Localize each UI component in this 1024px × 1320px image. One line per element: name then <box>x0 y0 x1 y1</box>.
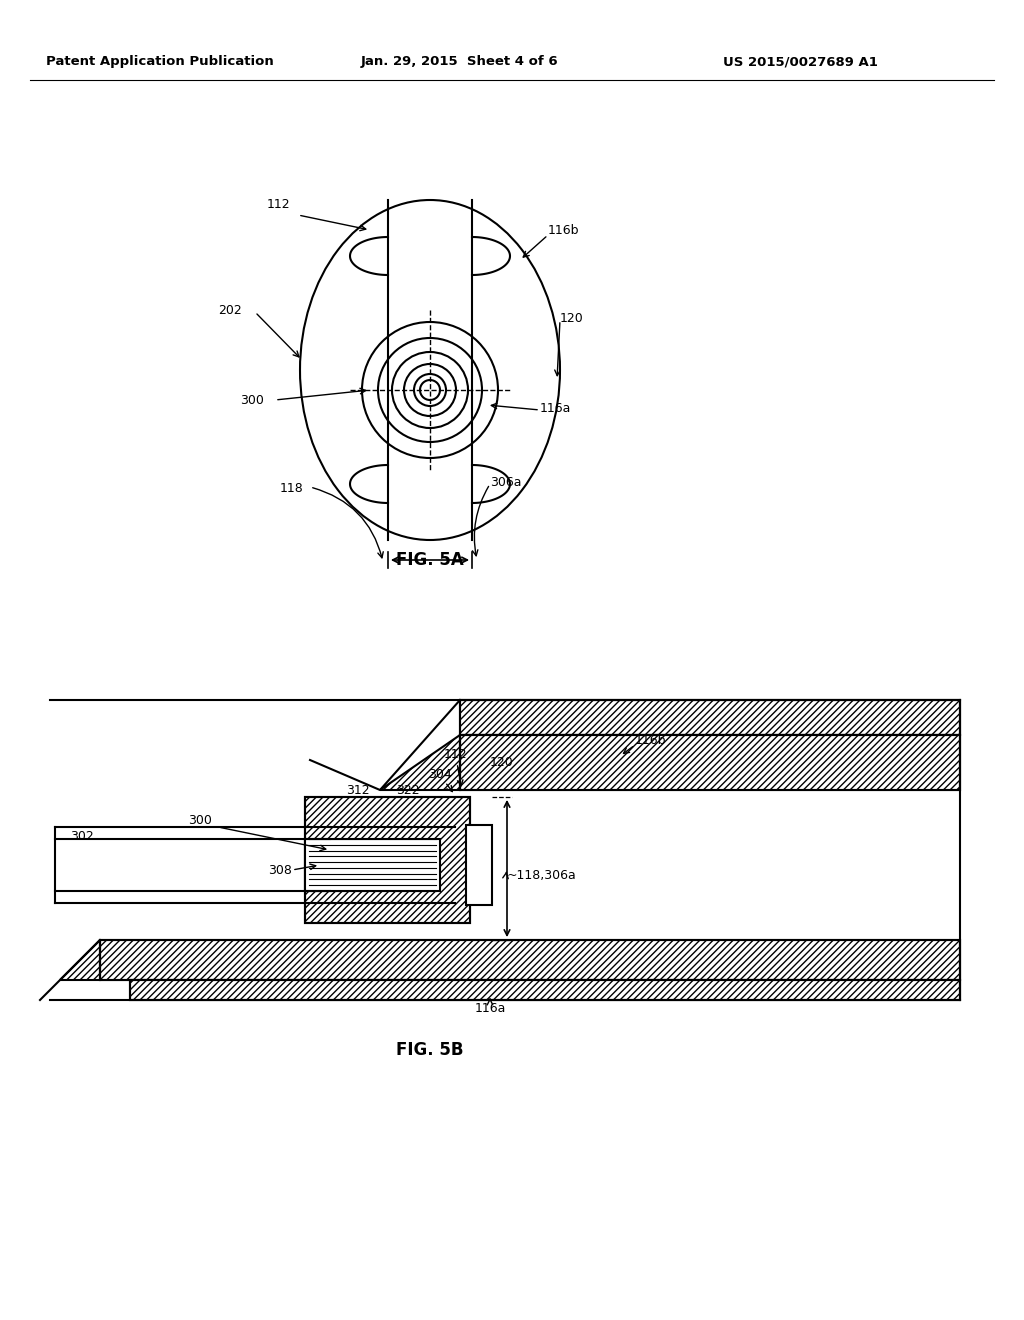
Text: 322: 322 <box>396 784 420 796</box>
Text: FIG. 5B: FIG. 5B <box>396 1041 464 1059</box>
Text: 118: 118 <box>281 482 304 495</box>
Bar <box>305 840 440 891</box>
Text: 300: 300 <box>240 393 264 407</box>
Text: 112: 112 <box>443 748 467 762</box>
Text: 304: 304 <box>428 768 452 781</box>
Bar <box>55 828 330 840</box>
Bar <box>130 979 961 1001</box>
Text: 116b: 116b <box>635 734 667 747</box>
Bar <box>55 891 330 903</box>
Text: 120: 120 <box>560 312 584 325</box>
Text: Patent Application Publication: Patent Application Publication <box>46 55 273 69</box>
Circle shape <box>420 380 440 400</box>
Bar <box>305 797 470 923</box>
Bar <box>100 940 961 979</box>
Text: 308: 308 <box>268 863 292 876</box>
Text: 302: 302 <box>70 830 94 843</box>
Bar <box>466 825 492 906</box>
Bar <box>130 979 961 1001</box>
Text: ~118,306a: ~118,306a <box>507 869 577 882</box>
Text: 300: 300 <box>188 813 212 826</box>
Text: 116a: 116a <box>474 1002 506 1015</box>
Text: 112: 112 <box>266 198 290 211</box>
Bar <box>460 700 961 735</box>
Text: 120: 120 <box>490 755 514 768</box>
Text: 116b: 116b <box>548 223 580 236</box>
Bar <box>460 700 961 735</box>
Text: US 2015/0027689 A1: US 2015/0027689 A1 <box>723 55 878 69</box>
Text: 312: 312 <box>346 784 370 796</box>
Bar <box>305 797 470 923</box>
Text: 306a: 306a <box>490 477 521 490</box>
Text: 202: 202 <box>218 304 242 317</box>
Text: Jan. 29, 2015  Sheet 4 of 6: Jan. 29, 2015 Sheet 4 of 6 <box>361 55 559 69</box>
Bar <box>460 735 961 789</box>
Bar <box>55 840 330 891</box>
Text: FIG. 5A: FIG. 5A <box>396 550 464 569</box>
Bar <box>100 940 961 979</box>
Bar <box>460 735 961 789</box>
Text: 116a: 116a <box>540 401 571 414</box>
